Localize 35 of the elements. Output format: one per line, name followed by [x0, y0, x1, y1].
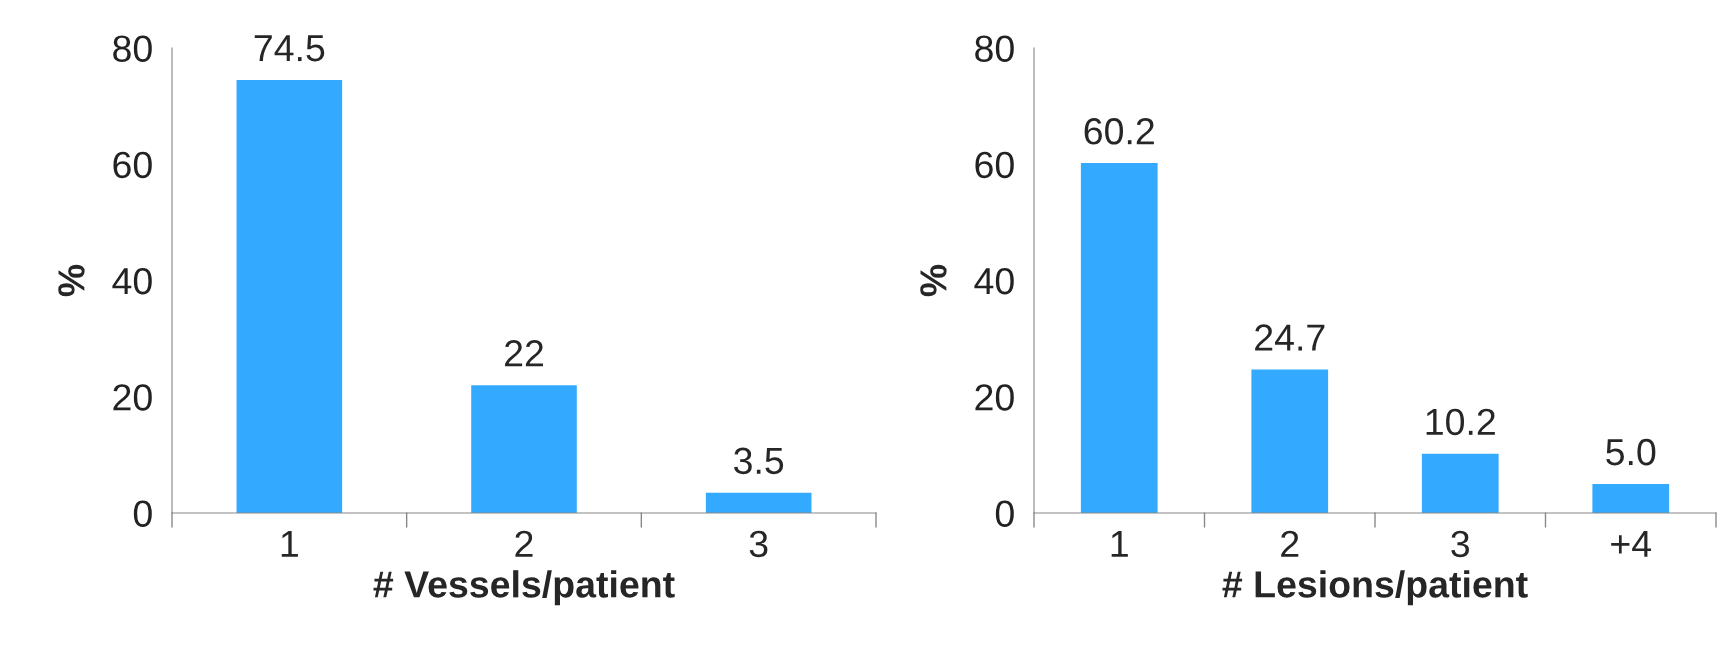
x-tick-label: 2	[515, 530, 533, 557]
x-axis-title: # Lesions/patient	[1222, 570, 1528, 606]
x-tick-label: 3	[1451, 530, 1470, 558]
y-tick-label: 80	[113, 35, 152, 62]
x-tick-label: +4	[1611, 531, 1652, 557]
y-tick-label: 60	[113, 151, 152, 179]
x-tick-label: 1	[281, 531, 298, 557]
y-tick-label: 20	[113, 384, 152, 411]
x-tick-label: 1	[1111, 531, 1128, 557]
y-tick-label: 20	[975, 384, 1014, 411]
data-label: 5.0	[1606, 438, 1656, 466]
y-axis-title: %	[920, 264, 947, 297]
y-tick-label: 80	[975, 35, 1014, 62]
bar	[1592, 483, 1670, 513]
y-tick-label: 40	[112, 267, 152, 295]
x-tick-label: 2	[1281, 530, 1299, 557]
data-label: 74.5	[254, 35, 325, 62]
data-label: 10.2	[1426, 408, 1495, 436]
data-label: 24.7	[1255, 324, 1325, 351]
bar	[1421, 453, 1499, 513]
bar	[471, 385, 577, 513]
data-label: 3.5	[734, 447, 784, 475]
y-tick-label: 0	[995, 500, 1014, 527]
y-tick-label: 60	[975, 151, 1014, 179]
bar	[236, 79, 343, 513]
data-label: 22	[505, 340, 543, 367]
bar	[705, 492, 812, 513]
y-axis-title: %	[58, 264, 85, 297]
x-axis-title: # Vessels/patient	[373, 570, 675, 606]
y-tick-label: 0	[133, 500, 152, 527]
y-tick-label: 40	[974, 267, 1014, 295]
x-tick-label: 3	[749, 530, 768, 558]
bar	[1080, 163, 1158, 513]
data-label: 60.2	[1084, 118, 1154, 145]
bar	[1251, 369, 1329, 513]
